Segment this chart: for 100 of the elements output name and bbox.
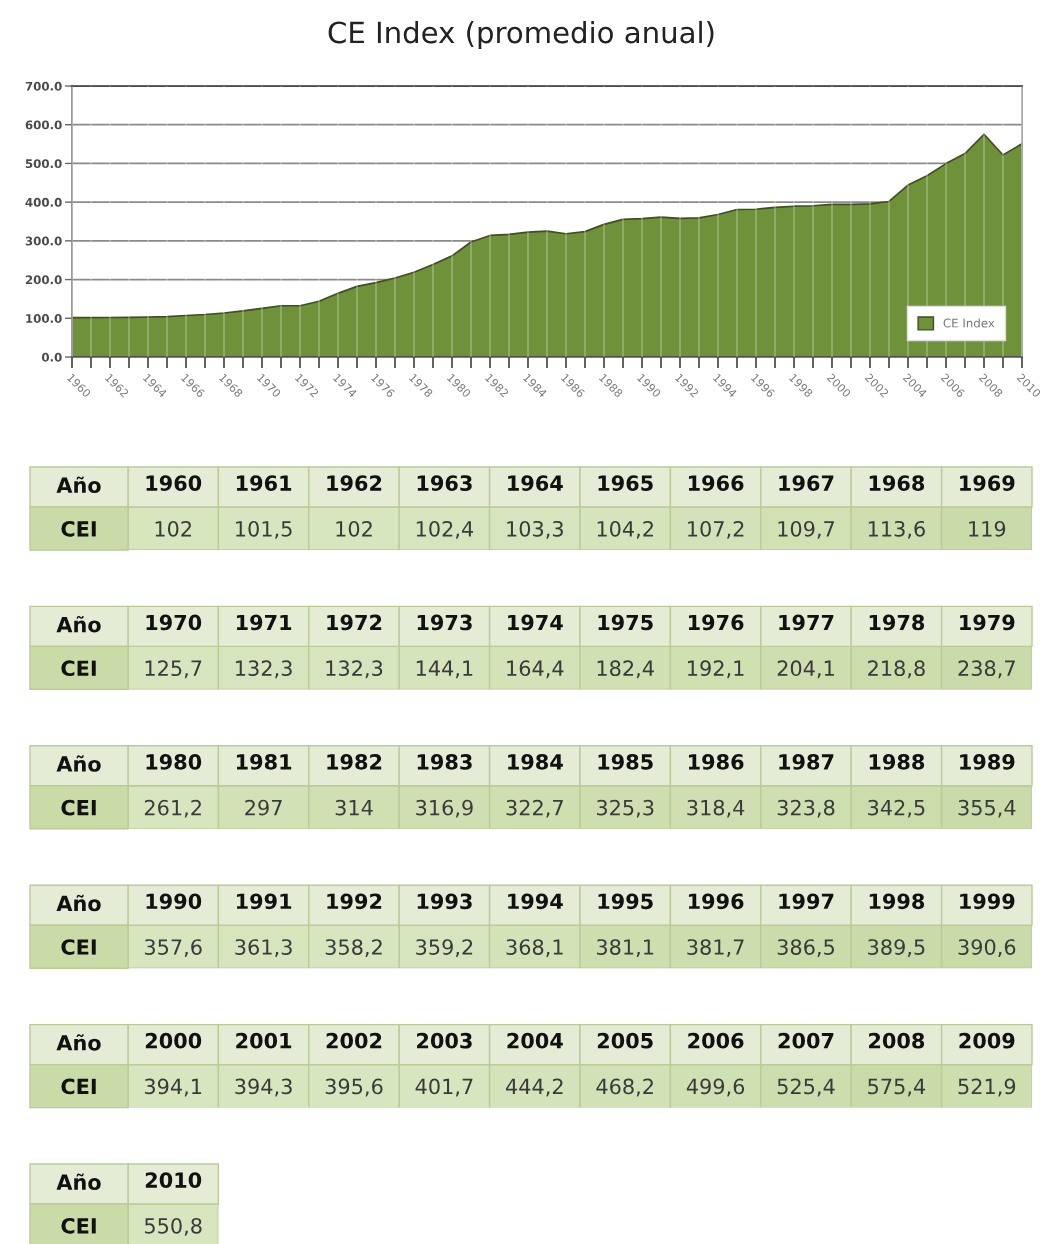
x-tick-label: 1998 xyxy=(869,893,925,910)
data-label: 132,3 xyxy=(236,660,292,679)
x-tick-label: 2007 xyxy=(778,1032,834,1049)
data-label: 109,7 xyxy=(778,520,835,539)
y-tick-label: 500.0 xyxy=(25,159,62,169)
data-label: 318,4 xyxy=(687,799,745,818)
x-tick-label: 1986 xyxy=(688,754,744,770)
data-label: 525,4 xyxy=(777,1078,835,1097)
x-tick-label: 1975 xyxy=(598,614,653,631)
data-label: 359,2 xyxy=(416,939,473,958)
data-label: 468,2 xyxy=(596,1078,653,1097)
x-tick-label: 1987 xyxy=(779,754,834,770)
data-label: 550,8 xyxy=(144,1217,202,1236)
data-label: 355,4 xyxy=(958,799,1016,818)
x-tick-label: 1982 xyxy=(327,754,382,770)
data-label: 361,3 xyxy=(235,939,292,958)
x-tick-label: 1970 xyxy=(146,614,202,631)
x-tick-label: 2009 xyxy=(959,1032,1015,1049)
x-tick-label: 2010 xyxy=(145,1172,202,1188)
data-label: 119 xyxy=(969,520,1006,537)
data-label: 444,2 xyxy=(506,1078,563,1097)
x-axis-title: Año xyxy=(56,755,101,772)
data-label: 368,1 xyxy=(506,939,563,958)
data-label: 102 xyxy=(155,520,191,537)
data-label: 389,5 xyxy=(868,939,925,958)
data-label: 238,7 xyxy=(958,660,1015,679)
y-tick-label: 600.0 xyxy=(25,120,62,130)
y-tick-label: 400.0 xyxy=(25,197,62,207)
x-tick-label: 1964 xyxy=(508,475,563,491)
x-tick-label: 1977 xyxy=(779,614,834,631)
data-label: 325,3 xyxy=(596,799,654,818)
data-label: 102 xyxy=(336,520,372,537)
x-axis-title: Año xyxy=(56,476,101,494)
x-tick-label: 1983 xyxy=(417,754,472,770)
data-label: 386,5 xyxy=(777,939,834,958)
x-tick-label: 1960 xyxy=(146,475,202,491)
y-tick-label: CEI xyxy=(61,520,96,537)
data-label: 102,4 xyxy=(416,520,474,539)
x-tick-label: 1973 xyxy=(417,614,472,631)
x-tick-label: 1999 xyxy=(960,893,1015,910)
x-tick-label: 1994 xyxy=(508,893,563,910)
x-tick-label: 1990 xyxy=(146,893,202,910)
data-label: 357,6 xyxy=(144,939,202,958)
x-tick-label: 1993 xyxy=(417,893,472,910)
x-tick-label: 1989 xyxy=(960,754,1015,770)
y-tick-label: CEI xyxy=(61,939,96,955)
x-tick-label: 1978 xyxy=(869,614,925,631)
data-label: 107,2 xyxy=(688,520,744,539)
data-label: 164,4 xyxy=(507,660,564,679)
chart-title: CE Index (promedio anual) xyxy=(328,20,714,50)
y-tick-label: 700.0 xyxy=(25,81,62,91)
x-tick-label: 1969 xyxy=(960,475,1015,491)
x-tick-label: 1967 xyxy=(779,475,834,491)
x-tick-label: 1976 xyxy=(688,614,744,631)
y-tick-label: 200.0 xyxy=(25,275,62,285)
legend-label: CE Index xyxy=(943,318,995,328)
x-tick-label: 1972 xyxy=(327,614,382,631)
y-tick-label: CEI xyxy=(61,1217,96,1234)
x-tick-label: 1961 xyxy=(236,475,292,491)
data-label: 218,8 xyxy=(868,660,925,679)
data-label: 358,2 xyxy=(325,939,382,958)
data-label: 261,2 xyxy=(144,799,201,818)
data-label: 125,7 xyxy=(145,660,202,679)
data-label: 395,6 xyxy=(325,1078,383,1097)
data-label: 101,5 xyxy=(236,520,292,539)
data-label: 342,5 xyxy=(868,799,925,818)
data-label: 401,7 xyxy=(415,1078,473,1097)
x-tick-label: 2003 xyxy=(417,1032,472,1049)
x-axis-title: Año xyxy=(56,1173,101,1191)
x-tick-label: 1981 xyxy=(236,754,292,770)
data-label: 499,6 xyxy=(686,1078,745,1097)
y-tick-label: CEI xyxy=(61,1078,96,1095)
x-tick-label: 1996 xyxy=(688,893,744,910)
data-label: 314 xyxy=(335,799,373,816)
data-label: 297 xyxy=(245,799,282,816)
data-label: 575,4 xyxy=(868,1078,926,1097)
y-tick-label: 100.0 xyxy=(26,314,62,323)
x-tick-label: 2006 xyxy=(688,1032,744,1049)
x-tick-label: 2005 xyxy=(597,1032,653,1049)
data-label: 322,7 xyxy=(506,799,563,818)
x-tick-label: 1980 xyxy=(146,754,202,770)
x-tick-label: 1988 xyxy=(869,754,925,770)
y-tick-label: 300.0 xyxy=(25,236,62,246)
data-label: 192,1 xyxy=(688,660,744,679)
x-tick-label: 2000 xyxy=(145,1032,202,1049)
x-tick-label: 2008 xyxy=(869,1032,925,1049)
data-label: 394,1 xyxy=(144,1078,202,1097)
x-tick-label: 2004 xyxy=(507,1032,563,1049)
data-label: 182,4 xyxy=(597,660,654,679)
y-tick-label: CEI xyxy=(61,660,96,677)
data-label: 381,7 xyxy=(687,939,744,958)
data-label: 316,9 xyxy=(416,799,473,818)
x-axis-title: Año xyxy=(56,615,101,633)
x-tick-label: 1974 xyxy=(508,614,563,631)
data-label: 144,1 xyxy=(416,660,473,679)
x-axis-title: Año xyxy=(56,894,101,912)
data-label: 394,3 xyxy=(235,1078,292,1097)
x-tick-label: 1966 xyxy=(688,475,744,491)
data-label: 323,8 xyxy=(777,799,835,818)
x-tick-label: 1979 xyxy=(960,614,1015,631)
